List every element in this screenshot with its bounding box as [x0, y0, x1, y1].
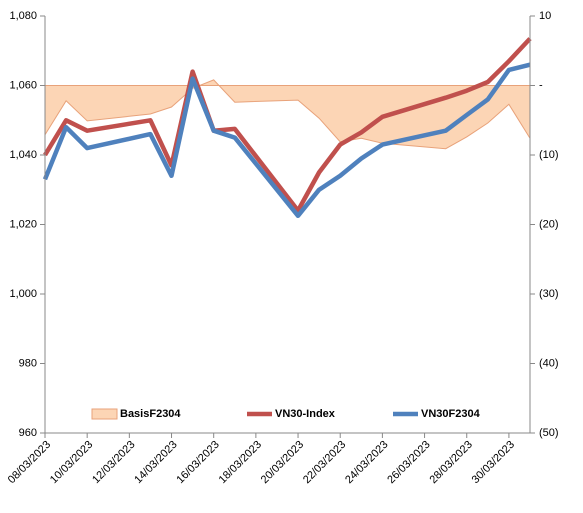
- x-tick-label: 14/03/2023: [132, 439, 179, 486]
- y-tick-label: 1,080: [9, 10, 37, 22]
- legend: BasisF2304 VN30-Index VN30F2304: [91, 408, 481, 420]
- line-series: [43, 37, 532, 213]
- x-tick-label: 12/03/2023: [90, 439, 137, 486]
- basis-area: [44, 79, 531, 150]
- line-series: [42, 62, 531, 219]
- y-tick-label: 960: [19, 427, 37, 439]
- y2-tick-label: (10): [539, 149, 559, 161]
- y2-tick-label: 10: [539, 10, 551, 22]
- y-tick-label: 1,000: [9, 288, 37, 300]
- legend-label: VN30F2304: [421, 408, 481, 420]
- x-tick-label: 28/03/2023: [427, 439, 474, 486]
- x-tick-label: 20/03/2023: [259, 439, 306, 486]
- y2-tick-label: (30): [539, 288, 559, 300]
- x-tick-label: 18/03/2023: [217, 439, 264, 486]
- x-tick-label: 26/03/2023: [385, 439, 432, 486]
- x-tick-label: 24/03/2023: [343, 439, 390, 486]
- x-tick-label: 22/03/2023: [301, 439, 348, 486]
- x-tick-label: 30/03/2023: [470, 439, 517, 486]
- y-tick-label: 1,040: [9, 149, 37, 161]
- y-tick-label: 1,020: [9, 218, 37, 230]
- legend-label: BasisF2304: [120, 408, 181, 420]
- y2-tick-label: -: [539, 79, 543, 91]
- y2-tick-label: (40): [539, 357, 559, 369]
- legend-label: VN30-Index: [275, 408, 336, 420]
- y2-tick-label: (20): [539, 218, 559, 230]
- legend-swatch: [91, 408, 118, 420]
- x-tick-label: 08/03/2023: [6, 439, 53, 486]
- y-tick-label: 1,060: [9, 79, 37, 91]
- x-tick-label: 10/03/2023: [48, 439, 95, 486]
- y2-tick-label: (50): [539, 427, 559, 439]
- x-tick-label: 16/03/2023: [174, 439, 221, 486]
- y-tick-label: 980: [19, 357, 37, 369]
